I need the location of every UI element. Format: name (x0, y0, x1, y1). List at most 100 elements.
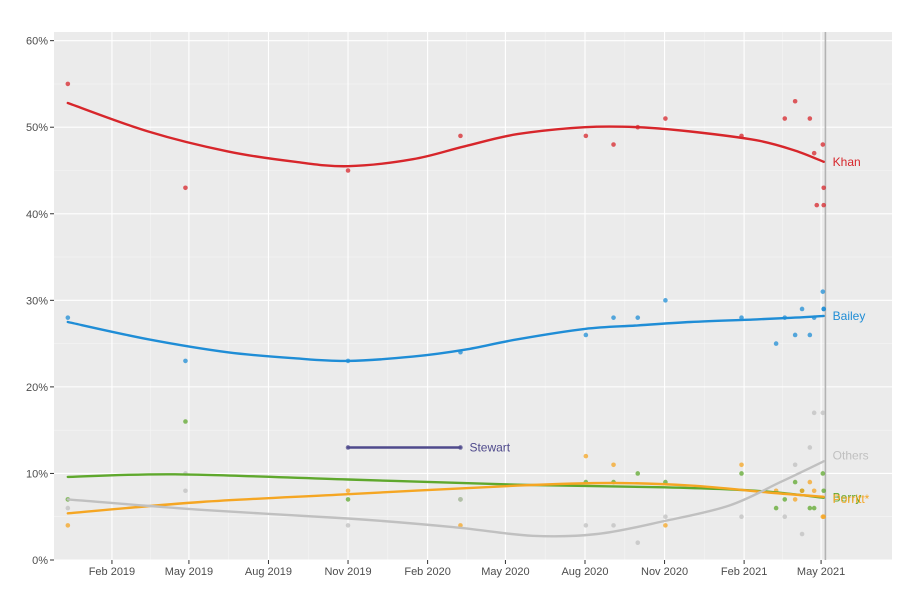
porritt-series-label: Porritt* (833, 492, 870, 506)
y-tick-label: 50% (26, 122, 48, 134)
khan-poll-point (65, 81, 71, 87)
y-tick-label: 40% (26, 209, 48, 221)
others-poll-point (811, 410, 817, 416)
porritt-poll-point (811, 488, 817, 494)
others-poll-point (799, 531, 805, 537)
khan-poll-point (807, 116, 813, 121)
khan-poll-point (811, 150, 817, 156)
others-series-label: Others (833, 448, 869, 462)
y-tick-label: 0% (32, 555, 48, 567)
bailey-poll-point (799, 306, 805, 312)
x-tick-label: Feb 2021 (721, 566, 767, 578)
porritt-poll-point (65, 523, 71, 528)
khan-trend-line (66, 101, 825, 168)
bailey-poll-point (65, 315, 71, 320)
others-poll-point (820, 410, 826, 416)
x-tick-label: Aug 2019 (245, 566, 292, 578)
porritt-poll-point (345, 488, 351, 494)
others-poll-point (792, 462, 798, 468)
porritt-poll-point (807, 479, 813, 485)
porritt-poll-point (663, 523, 668, 528)
berry-poll-point (811, 505, 817, 511)
khan-poll-point (458, 133, 463, 139)
bailey-poll-point (792, 332, 798, 338)
stewart-series-label: Stewart (469, 440, 510, 454)
bailey-poll-point (635, 315, 641, 320)
others-poll-point (345, 523, 351, 528)
porritt-poll-point (458, 523, 463, 528)
trend-lines (66, 101, 825, 538)
others-poll-point (807, 445, 813, 450)
bailey-poll-point (807, 332, 813, 338)
others-poll-point (65, 505, 71, 511)
y-tick-label: 30% (26, 295, 48, 307)
others-poll-point (583, 523, 589, 528)
others-poll-point (635, 540, 641, 545)
khan-poll-point (663, 116, 668, 121)
axis-ticks (50, 40, 822, 564)
berry-poll-point (792, 479, 798, 485)
bailey-poll-point (821, 306, 826, 312)
x-tick-label: Aug 2020 (561, 566, 608, 578)
x-tick-label: May 2019 (165, 566, 213, 578)
major-gridlines (54, 32, 892, 561)
khan-series-label: Khan (833, 155, 861, 169)
bailey-poll-point (583, 332, 589, 338)
y-tick-label: 20% (26, 382, 48, 394)
x-tick-label: Feb 2019 (89, 566, 135, 578)
berry-series-label: Berry (833, 491, 862, 505)
x-tick-label: May 2020 (481, 566, 529, 578)
khan-poll-point (583, 133, 589, 139)
plot-background (54, 32, 892, 560)
khan-poll-point (183, 185, 188, 191)
bailey-poll-point (820, 289, 826, 294)
berry-poll-point (739, 471, 744, 476)
bailey-series-label: Bailey (833, 309, 866, 323)
others-trend-line (66, 460, 825, 538)
berry-poll-point (807, 505, 813, 511)
porritt-poll-point (821, 514, 826, 520)
x-tick-label: Nov 2020 (641, 566, 688, 578)
poll-points (65, 81, 826, 545)
khan-poll-point (821, 202, 826, 208)
khan-poll-point (792, 98, 798, 104)
bailey-poll-point (611, 315, 616, 320)
porritt-poll-point (611, 462, 616, 468)
khan-poll-point (345, 168, 351, 173)
berry-poll-point (821, 488, 826, 494)
porritt-poll-point (799, 488, 805, 494)
berry-poll-point (183, 419, 188, 424)
others-poll-point (611, 523, 616, 528)
others-poll-point (739, 514, 744, 520)
berry-poll-point (345, 497, 351, 502)
khan-poll-point (611, 142, 616, 147)
porritt-poll-point (792, 497, 798, 502)
berry-poll-point (782, 497, 788, 502)
bailey-poll-point (663, 298, 668, 303)
berry-poll-point (820, 471, 826, 476)
x-axis-tick-labels: Feb 2019 May 2019 Aug 2019 Nov 2019 Feb 2020… (89, 566, 846, 578)
others-poll-point (782, 514, 788, 520)
khan-poll-point (820, 142, 826, 147)
berry-poll-point (635, 471, 641, 476)
others-poll-point (458, 497, 463, 502)
x-tick-label: Feb 2020 (404, 566, 450, 578)
x-tick-label: May 2021 (797, 566, 845, 578)
porritt-trend-line (66, 481, 825, 515)
x-tick-label: Nov 2019 (324, 566, 371, 578)
porritt-poll-point (583, 453, 589, 459)
bailey-poll-point (773, 341, 779, 346)
y-tick-label: 60% (26, 36, 48, 48)
bailey-trend-line (66, 314, 825, 363)
y-axis-tick-labels: 0% 10% 20% 30% 40% 50% 60% (26, 36, 48, 567)
berry-poll-point (773, 505, 779, 511)
porritt-poll-point (739, 462, 744, 468)
y-tick-label: 10% (26, 468, 48, 480)
minor-gridlines (54, 32, 892, 560)
khan-poll-point (814, 202, 820, 208)
bailey-poll-point (183, 358, 188, 364)
khan-poll-point (782, 116, 788, 121)
others-poll-point (183, 488, 188, 494)
